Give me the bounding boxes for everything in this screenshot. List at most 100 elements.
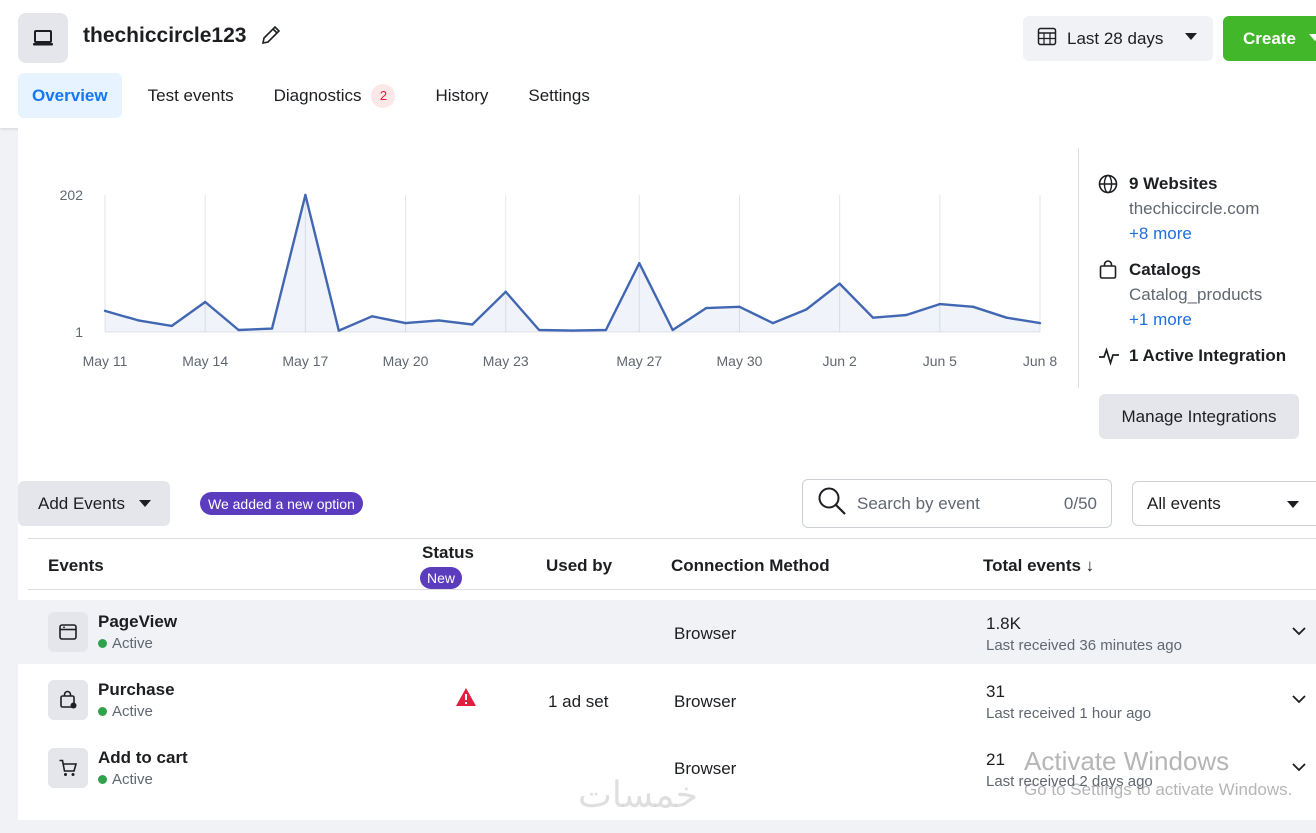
data-point [537,328,541,332]
page-title: thechiccircle123 [83,24,247,47]
series-line [104,193,1041,332]
column-connection-method[interactable]: Connection Method [671,556,830,575]
column-events[interactable]: Events [48,556,104,575]
websites-title: 9 Websites [1129,174,1218,193]
x-tick-label: May 14 [182,353,228,369]
data-point [137,319,140,322]
x-tick-label: Jun 5 [923,353,957,369]
event-filter-dropdown[interactable]: All events [1132,481,1316,526]
connection-method: Browser [674,759,737,778]
data-point [972,305,975,308]
tab-bar: Overview Test events Diagnostics 2 Histor… [18,73,616,118]
diagnostics-count-badge: 2 [371,83,396,108]
tab-overview[interactable]: Overview [18,73,122,118]
catalogs-title: Catalogs [1129,260,1201,279]
catalog-name: Catalog_products [1129,285,1263,304]
integration-section: 1 Active Integration [1098,344,1308,368]
total-events: 31 [986,682,1005,701]
chevron-down-icon[interactable] [1292,624,1306,638]
table-row[interactable]: PageView Active Browser 1.8K Last receiv… [18,600,1316,664]
date-range-dropdown[interactable]: Last 28 days [1023,16,1213,61]
search-box: 0/50 [802,479,1112,528]
activate-windows-hint: Go to Settings to activate Windows. [1024,780,1293,799]
activate-windows-watermark: Activate Windows [1024,746,1230,776]
calendar-icon [1037,26,1057,51]
data-point [805,308,808,311]
data-point [905,313,908,317]
data-point [203,300,207,304]
last-received: Last received 36 minutes ago [986,637,1182,654]
event-name: Add to cart [98,748,188,767]
shopping-bag-icon [1098,260,1120,282]
column-status[interactable]: Status [422,543,474,562]
event-status: Active [98,771,153,788]
pencil-icon[interactable] [260,24,284,48]
website-domain: thechiccircle.com [1129,199,1260,218]
data-point [771,321,775,325]
websites-section: 9 Websites thechiccircle.com +8 more [1098,172,1308,246]
data-point [437,319,441,322]
y-tick-label: 202 [60,187,84,203]
x-tick-label: Jun 2 [823,353,857,369]
page-header: thechiccircle123 Last 28 days Create Ove… [0,0,1316,128]
x-tick-label: May 27 [616,353,662,369]
tab-test-events[interactable]: Test events [147,85,234,105]
divider [1078,148,1079,388]
caret-down-icon [1287,501,1299,508]
event-status: Active [98,703,153,720]
manage-integrations-button[interactable]: Manage Integrations [1099,394,1299,439]
events-chart: May 11 May 14 May 17 May 20 May 23 May 27 May … [40,185,1070,385]
data-point [671,328,674,332]
data-point [838,282,841,285]
add-events-dropdown[interactable]: Add Events [18,481,170,526]
data-point [304,193,307,197]
last-received: Last received 1 hour ago [986,705,1152,722]
data-point [871,316,875,319]
caret-down-icon [1309,34,1316,41]
table-row[interactable]: Purchase Active 1 ad set Browser 31 Last… [18,668,1316,732]
column-used-by[interactable]: Used by [546,556,613,575]
events-table-header: Events Status Used by Connection Method … [28,538,1316,590]
data-point [404,321,407,325]
x-tick-label: May 23 [483,353,529,369]
used-by[interactable]: 1 ad set [548,692,609,711]
data-point [738,305,741,308]
add-events-label: Add Events [38,493,125,513]
x-tick-label: May 17 [282,353,328,369]
websites-more-link[interactable]: +8 more [1129,224,1192,243]
column-total-events[interactable]: Total events ↓ [983,556,1095,575]
active-status-dot [98,707,107,716]
warning-icon[interactable] [455,687,477,712]
search-icon [817,486,847,521]
data-point [370,315,374,318]
tab-settings[interactable]: Settings [528,85,590,105]
data-point [1038,321,1042,325]
globe-icon [1098,174,1120,196]
date-range-label: Last 28 days [1067,28,1164,48]
event-status: Active [98,635,153,652]
browser-window-icon [48,612,88,652]
cart-icon [48,748,88,788]
table-row[interactable]: Add to cart Active Browser 21 Last recei… [18,736,1316,800]
pulse-icon [1098,346,1120,368]
active-status-dot [98,775,107,784]
chevron-down-icon[interactable] [1292,760,1306,774]
caret-down-icon [139,500,151,507]
active-integration-title: 1 Active Integration [1129,346,1287,365]
create-button[interactable]: Create [1223,16,1316,61]
data-point [337,329,340,332]
catalogs-more-link[interactable]: +1 more [1129,310,1192,329]
data-point [270,327,274,330]
data-point [471,323,474,326]
new-option-badge: We added a new option [200,492,363,515]
data-point [938,302,942,306]
x-tick-label: May 20 [383,353,429,369]
search-input[interactable] [857,493,1047,514]
data-point [638,261,641,265]
create-label: Create [1243,28,1296,48]
chevron-down-icon[interactable] [1292,692,1306,706]
total-events: 21 [986,750,1005,769]
tab-diagnostics[interactable]: Diagnostics 2 [260,73,410,118]
tab-history[interactable]: History [435,85,489,105]
laptop-icon [18,13,68,63]
